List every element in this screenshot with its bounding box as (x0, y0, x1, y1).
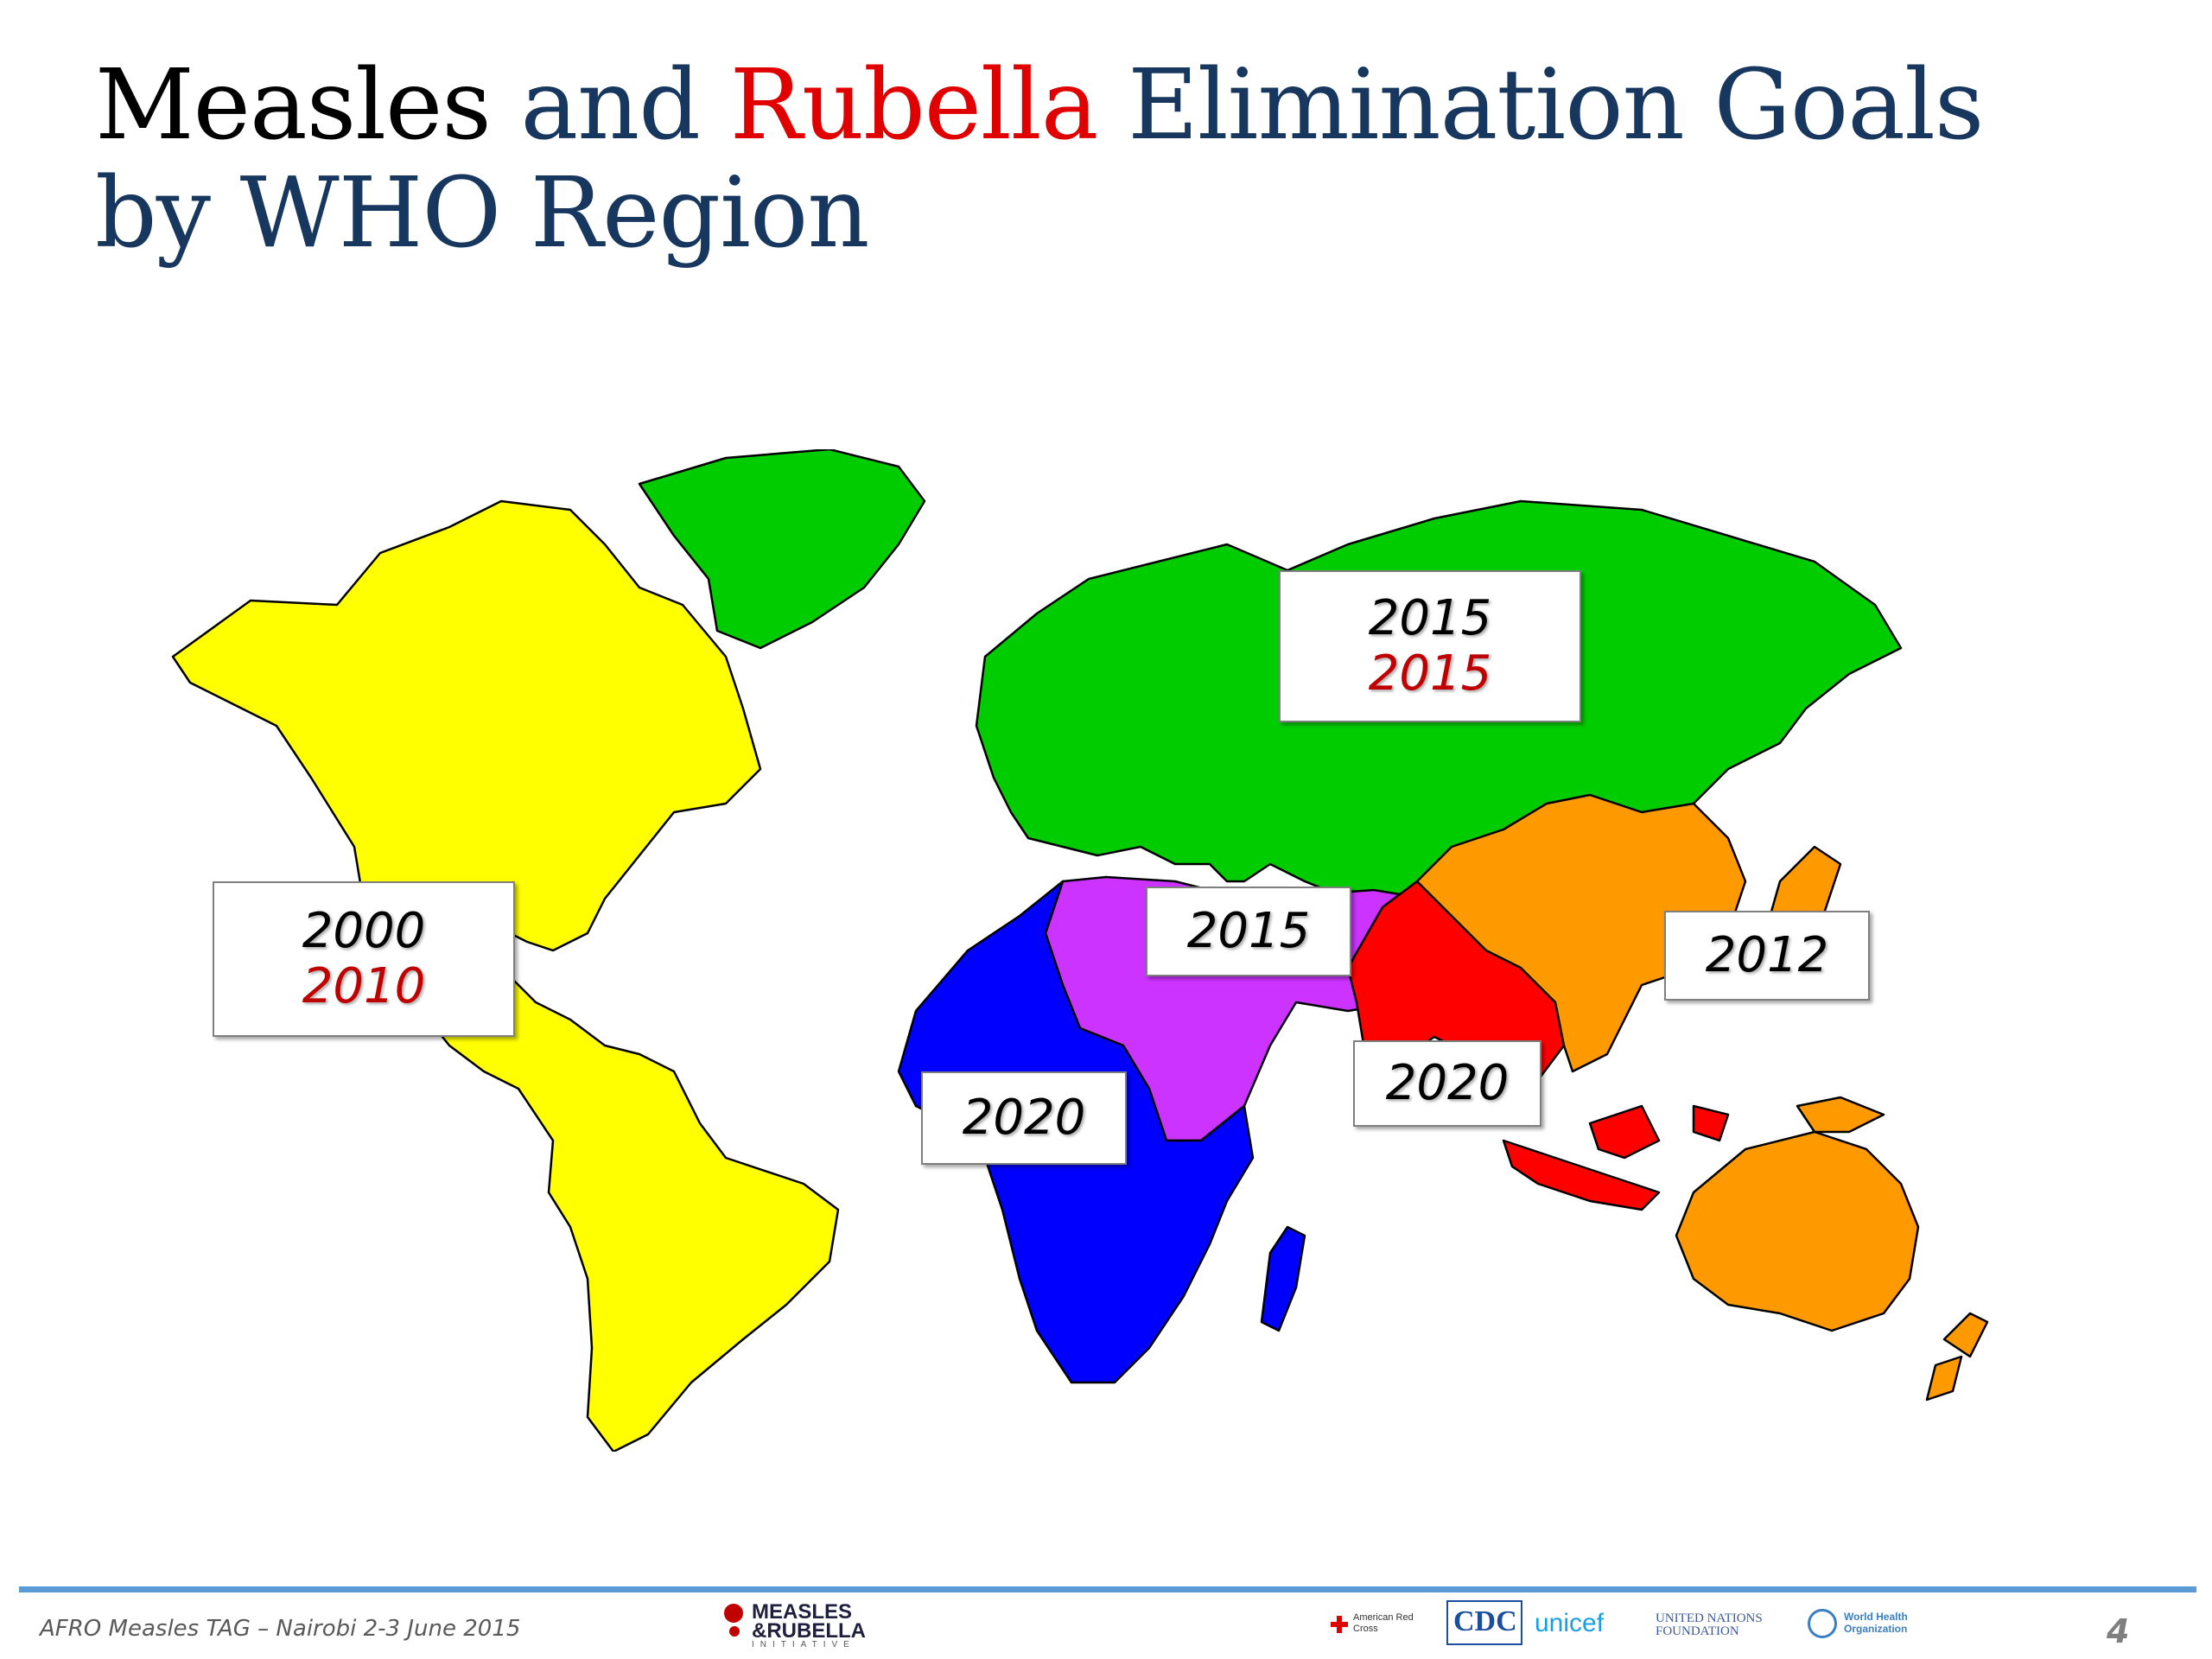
region-south-east-asia-islands (1502, 1104, 1730, 1211)
cdc-text: CDC (1453, 1605, 1517, 1637)
footer-rule (19, 1586, 2196, 1592)
goal-measles-americas: 2000 (302, 902, 426, 959)
goal-measles-south-east-asia: 2020 (1385, 1054, 1510, 1111)
mri-line3: INITIATIVE (752, 1640, 855, 1649)
title-and: and (490, 49, 730, 162)
region-greenland (638, 449, 926, 650)
region-new-zealand (1925, 1312, 1989, 1402)
label-eastern-mediterranean: 2015 (1146, 887, 1351, 976)
who-text: World Health Organization (1844, 1611, 1908, 1635)
un-foundation-logo: UNITED NATIONS FOUNDATION (1656, 1611, 1763, 1638)
title-measles: Measles (95, 49, 492, 162)
goal-measles-africa: 2020 (962, 1089, 1086, 1146)
cdc-logo: CDC (1446, 1600, 1522, 1645)
title-by-who-region: by WHO Region (95, 157, 869, 270)
page-number: 4 (2107, 1612, 2130, 1650)
mri-line1: MEASLES (752, 1600, 853, 1624)
label-western-pacific: 2012 (1664, 911, 1870, 1001)
goal-rubella-europe: 2015 (1368, 645, 1492, 702)
mri-small-dot-icon (729, 1626, 740, 1637)
footer-event-text: AFRO Measles TAG – Nairobi 2-3 June 2015 (40, 1616, 521, 1642)
title-elimination-goals: Elimination Goals (1097, 49, 1984, 162)
mri-dot-icon (724, 1604, 743, 1623)
label-americas: 2000 2010 (213, 881, 515, 1037)
red-cross-text: American Red Cross (1353, 1612, 1414, 1634)
measles-rubella-initiative-logo: MEASLES &RUBELLA INITIATIVE (724, 1600, 893, 1650)
slide-title: Measles and Rubella Elimination Goals by… (95, 49, 1984, 270)
partner-logos: American Red Cross CDC unicef UNITED NAT… (1331, 1600, 1936, 1647)
goal-measles-europe: 2015 (1368, 589, 1492, 646)
label-south-east-asia: 2020 (1353, 1040, 1541, 1127)
goal-measles-western-pacific: 2012 (1705, 926, 1829, 983)
who-logo: World Health Organization (1808, 1605, 1937, 1643)
mri-line2: &RUBELLA (752, 1619, 866, 1643)
goal-rubella-americas: 2010 (302, 958, 426, 1014)
unicef-logo: unicef (1535, 1609, 1605, 1637)
region-australia (1675, 1130, 1920, 1332)
region-madagascar (1260, 1225, 1306, 1332)
label-europe: 2015 2015 (1279, 570, 1581, 722)
region-papua-new-guinea (1796, 1096, 1885, 1134)
red-cross-logo: American Red Cross (1331, 1611, 1434, 1642)
title-rubella: Rubella (729, 49, 1099, 162)
label-africa: 2020 (921, 1071, 1127, 1165)
goal-measles-eastern-mediterranean: 2015 (1186, 902, 1311, 959)
red-cross-icon (1331, 1616, 1348, 1633)
who-emblem-icon (1808, 1609, 1837, 1638)
